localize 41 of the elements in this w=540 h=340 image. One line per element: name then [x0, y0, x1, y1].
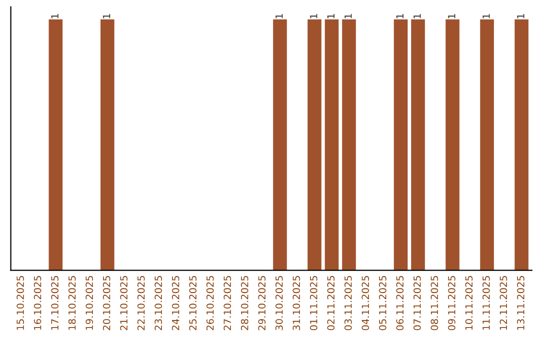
- data-label: 1: [276, 14, 283, 18]
- data-label: 1: [310, 14, 318, 18]
- x-tick-label: 08.11.2025: [430, 276, 438, 330]
- x-tick-label: 06.11.2025: [396, 276, 404, 330]
- x-tick-label: 20.10.2025: [102, 276, 110, 330]
- x-tick-label: 07.11.2025: [413, 276, 421, 330]
- x-tick-label: 04.11.2025: [362, 276, 370, 330]
- x-tick-label: 09.11.2025: [448, 276, 456, 330]
- data-label: 1: [327, 14, 334, 18]
- x-tick-label: 21.10.2025: [120, 276, 128, 330]
- data-label: 1: [396, 14, 404, 18]
- x-tick-label: 26.10.2025: [206, 276, 214, 330]
- x-tick-label: 17.10.2025: [51, 276, 58, 330]
- x-tick-label: 31.10.2025: [292, 276, 300, 330]
- x-tick-label: 03.11.2025: [344, 276, 352, 330]
- x-tick-label: 27.10.2025: [224, 276, 232, 330]
- x-tick-label: 16.10.2025: [34, 276, 42, 330]
- x-tick-label: 15.10.2025: [16, 276, 24, 330]
- x-tick-label: 11.11.2025: [482, 276, 490, 330]
- x-tick-label: 12.11.2025: [500, 276, 508, 330]
- x-tick-label: 23.10.2025: [154, 276, 162, 330]
- x-tick-label: 29.10.2025: [258, 276, 266, 330]
- x-tick-label: 25.10.2025: [189, 276, 197, 330]
- x-tick-label: 24.10.2025: [172, 276, 180, 330]
- x-tick-label: 30.10.2025: [275, 276, 283, 330]
- x-tick-label: 10.11.2025: [465, 276, 473, 330]
- data-label: 1: [448, 14, 456, 18]
- x-tick-label: 01.11.2025: [310, 276, 318, 330]
- x-tick-label: 05.11.2025: [378, 276, 386, 330]
- x-tick-label: 19.10.2025: [86, 276, 93, 330]
- data-label: 1: [517, 14, 524, 18]
- x-tick-label: 28.10.2025: [240, 276, 248, 330]
- data-label: 1: [344, 14, 352, 18]
- data-label: 1: [414, 14, 421, 18]
- data-label: 1: [103, 14, 110, 18]
- data-label: 1: [51, 14, 58, 18]
- x-tick-label: 18.10.2025: [68, 276, 76, 330]
- x-tick-label: 02.11.2025: [327, 276, 335, 330]
- x-tick-label: 13.11.2025: [517, 276, 524, 330]
- data-label: 1: [482, 14, 490, 18]
- x-tick-label: 22.10.2025: [137, 276, 145, 330]
